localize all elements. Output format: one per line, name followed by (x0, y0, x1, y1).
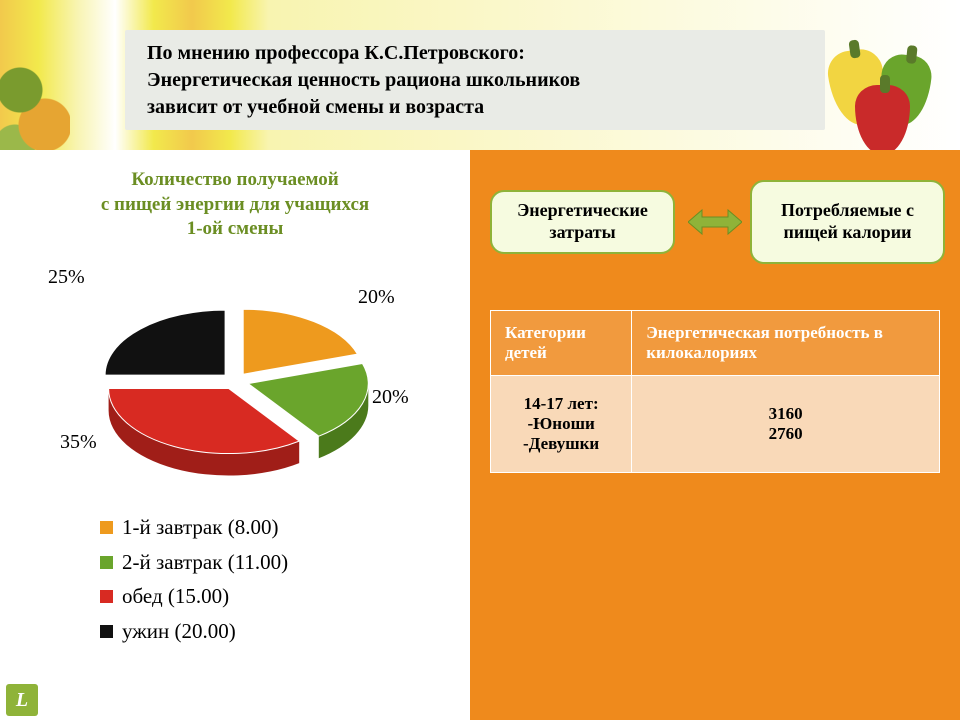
legend-item: ужин (20.00) (100, 614, 470, 649)
table-header: Энергетическая потребность в килокалория… (632, 311, 940, 376)
decor-fruits-left (0, 50, 70, 160)
pct-label-1: 20% (372, 386, 409, 409)
flow-box-label: Потребляемые с пищей калории (760, 200, 935, 243)
flow-box-label: Энергетические затраты (500, 200, 665, 243)
right-panel: Энергетические затраты Потребляемые с пи… (470, 150, 960, 720)
legend-item: 2-й завтрак (11.00) (100, 545, 470, 580)
legend-label: обед (15.00) (122, 579, 229, 614)
flow-box-costs: Энергетические затраты (490, 190, 675, 254)
left-panel: Количество получаемой с пищей энергии дл… (0, 150, 470, 720)
pie-chart-title: Количество получаемой с пищей энергии дл… (0, 150, 470, 246)
legend-label: 2-й завтрак (11.00) (122, 545, 288, 580)
legend-label: ужин (20.00) (122, 614, 236, 649)
table-header: Категории детей (491, 311, 632, 376)
pie-chart: 20% 20% 35% 25% (0, 246, 470, 506)
legend-swatch (100, 590, 113, 603)
logo-letter: L (16, 689, 28, 712)
legend-item: 1-й завтрак (8.00) (100, 510, 470, 545)
legend-label: 1-й завтрак (8.00) (122, 510, 278, 545)
energy-table: Категории детей Энергетическая потребнос… (490, 310, 940, 473)
pct-label-2: 35% (60, 431, 97, 454)
decor-peppers-right (810, 20, 960, 150)
legend-swatch (100, 625, 113, 638)
chart-title-line: 1-ой смены (187, 218, 284, 239)
legend-swatch (100, 521, 113, 534)
legend-swatch (100, 556, 113, 569)
legend-item: обед (15.00) (100, 579, 470, 614)
flow-diagram: Энергетические затраты Потребляемые с пи… (470, 150, 960, 300)
slide-title: По мнению профессора К.С.Петровского: Эн… (125, 30, 825, 130)
pct-label-0: 20% (358, 286, 395, 309)
title-line: зависит от учебной смены и возраста (147, 96, 484, 118)
logo-badge: L (6, 684, 38, 716)
chart-title-line: Количество получаемой (131, 169, 338, 190)
double-arrow-icon (688, 208, 742, 236)
pct-label-3: 25% (48, 266, 85, 289)
table-row: 14-17 лет:-Юноши-Девушки31602760 (491, 376, 940, 473)
pie-legend: 1-й завтрак (8.00)2-й завтрак (11.00)обе… (100, 510, 470, 649)
flow-box-calories: Потребляемые с пищей калории (750, 180, 945, 264)
title-line: Энергетическая ценность рациона школьник… (147, 69, 580, 91)
table-cell-value: 31602760 (632, 376, 940, 473)
title-line: По мнению профессора К.С.Петровского: (147, 42, 525, 64)
chart-title-line: с пищей энергии для учащихся (101, 194, 369, 215)
table-cell-category: 14-17 лет:-Юноши-Девушки (491, 376, 632, 473)
